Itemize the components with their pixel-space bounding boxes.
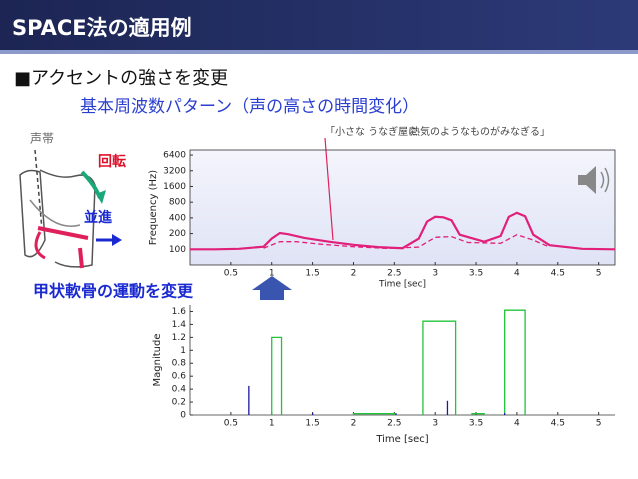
- x-tick-label: 1.5: [305, 419, 319, 429]
- y-tick-label: 1.2: [172, 333, 186, 343]
- y-tick-label: 6400: [163, 151, 186, 161]
- x-tick-label: 2.5: [387, 269, 401, 279]
- diagram-label: 回転: [98, 153, 126, 170]
- diagram-label: 並進: [84, 209, 112, 226]
- plot-frame: [189, 149, 616, 266]
- x-tick-label: 3: [432, 269, 438, 279]
- larynx-diagram: [19, 149, 122, 269]
- pulse: [504, 309, 526, 415]
- y-tick-label: 800: [169, 198, 186, 208]
- x-tick-label: 4.5: [551, 269, 565, 279]
- y-tick-label: 1600: [163, 182, 186, 192]
- x-tick-label: 4: [514, 269, 520, 279]
- y-tick-label: 0.6: [172, 372, 187, 382]
- x-tick-label: 5: [596, 419, 602, 429]
- y-tick-label: 0: [180, 411, 186, 421]
- x-tick-label: 1: [269, 419, 275, 429]
- plots: 0.5 1 1.5 2 2.5 3 3.5 4 4.5 510020040080016003200…: [148, 149, 616, 445]
- x-tick-label: 5: [596, 269, 602, 279]
- diagram-label: 声帯: [30, 132, 54, 146]
- pulse: [352, 413, 395, 415]
- y-tick-label: 1: [180, 346, 186, 356]
- f0-line: [263, 233, 550, 250]
- y-axis-label: Magnitude: [152, 334, 163, 387]
- x-tick-label: 3.5: [469, 419, 483, 429]
- annotation: 熱気のようなものがみなぎる」: [410, 125, 550, 138]
- bullet: ■アクセントの強さを変更: [14, 68, 228, 89]
- x-tick-label: 4.5: [551, 419, 565, 429]
- y-axis-label: Frequency (Hz): [148, 170, 159, 246]
- y-tick-label: 0.2: [172, 398, 186, 408]
- x-tick-label: 2.5: [387, 419, 401, 429]
- slide-title: SPACE法の適用例: [12, 16, 192, 40]
- x-tick-label: 1.5: [305, 269, 319, 279]
- speaker-icon: [578, 166, 610, 194]
- x-tick-label: 0.5: [224, 269, 238, 279]
- pulse: [471, 413, 485, 415]
- x-tick-label: 2: [351, 419, 357, 429]
- x-tick-label: 2: [351, 269, 357, 279]
- x-tick-label: 3: [432, 419, 438, 429]
- y-tick-label: 0.4: [172, 385, 187, 395]
- y-tick-label: 100: [169, 245, 186, 255]
- pulse: [271, 336, 283, 415]
- x-tick-label: 1: [269, 269, 275, 279]
- pulse: [422, 320, 457, 415]
- y-tick-label: 400: [169, 213, 186, 223]
- x-tick-label: 4: [514, 419, 520, 429]
- y-tick-label: 1.4: [172, 320, 187, 330]
- x-tick-label: 0.5: [224, 419, 238, 429]
- up-arrow: [252, 276, 292, 300]
- annotation: 「小さな うなぎ屋に: [325, 125, 418, 138]
- f0-line: [190, 211, 616, 251]
- subheading: 基本周波数パターン（声の高さの時間変化）: [80, 97, 419, 117]
- annotation-pointer: [324, 137, 334, 241]
- x-axis-label: Time [sec]: [378, 280, 426, 290]
- y-tick-label: 200: [169, 229, 186, 239]
- title-bar: [0, 0, 638, 50]
- y-tick-label: 3200: [163, 166, 186, 176]
- y-tick-label: 0.8: [172, 359, 187, 369]
- x-axis-label: Time [sec]: [375, 434, 428, 445]
- diagram-caption: 甲状軟骨の運動を変更: [33, 282, 194, 301]
- x-tick-label: 3.5: [469, 269, 483, 279]
- title-rule: [0, 50, 638, 54]
- y-tick-label: 1.6: [172, 307, 187, 317]
